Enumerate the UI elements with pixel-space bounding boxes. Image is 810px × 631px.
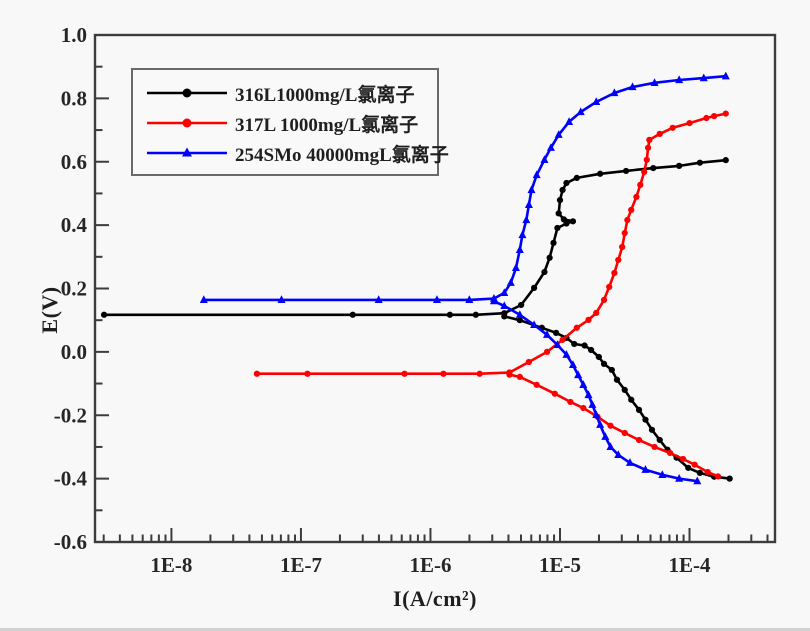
- legend-marker-black-circle: [147, 88, 227, 98]
- series-317l: [253, 110, 729, 480]
- svg-text:1E-6: 1E-6: [409, 553, 451, 577]
- svg-text:1.0: 1.0: [61, 23, 87, 47]
- y-axis-title: E(V): [37, 286, 62, 334]
- svg-text:0.0: 0.0: [61, 340, 87, 364]
- svg-text:0.4: 0.4: [61, 213, 88, 237]
- svg-text:-0.4: -0.4: [54, 467, 88, 491]
- svg-text:1E-8: 1E-8: [150, 553, 192, 577]
- legend-label-317l: 317L 1000mg/L氯离子: [235, 114, 419, 136]
- legend-marker-red-circle: [147, 118, 227, 128]
- svg-text:-0.6: -0.6: [54, 530, 87, 554]
- legend-item-317l: 317L 1000mg/L氯离子: [145, 108, 431, 138]
- svg-text:0.2: 0.2: [61, 277, 87, 301]
- page-edge-artifact: [0, 628, 810, 631]
- svg-text:-0.2: -0.2: [54, 403, 87, 427]
- x-axis-title: I(A/cm²): [393, 586, 477, 611]
- legend-label-254smo: 254SMo 40000mgL氯离子: [235, 144, 449, 166]
- svg-text:0.8: 0.8: [61, 86, 87, 110]
- x-axis-ticks: [102, 528, 769, 541]
- legend: 316L1000mg/L氯离子 317L 1000mg/L氯离子 254SMo …: [131, 68, 449, 176]
- svg-text:1E-5: 1E-5: [539, 553, 581, 577]
- svg-text:0.6: 0.6: [61, 150, 87, 174]
- svg-text:1E-4: 1E-4: [669, 553, 712, 577]
- y-axis-ticks: [96, 65, 109, 512]
- legend-item-254smo: 254SMo 40000mgL氯离子: [145, 138, 449, 168]
- legend-marker-blue-triangle: [147, 147, 227, 157]
- series-316l: [100, 157, 733, 482]
- plot-frame: [93, 33, 777, 544]
- legend-item-316l: 316L1000mg/L氯离子: [145, 78, 431, 108]
- y-axis-tick-labels: 1.0 0.8 0.6 0.4 0.2 0.0 -0.2 -0.4 -0.6: [54, 23, 88, 554]
- series-254smo: [199, 71, 730, 485]
- x-axis-tick-labels: 1E-8 1E-7 1E-6 1E-5 1E-4: [150, 553, 711, 577]
- legend-label-316l: 316L1000mg/L氯离子: [235, 84, 415, 106]
- svg-text:1E-7: 1E-7: [280, 553, 322, 577]
